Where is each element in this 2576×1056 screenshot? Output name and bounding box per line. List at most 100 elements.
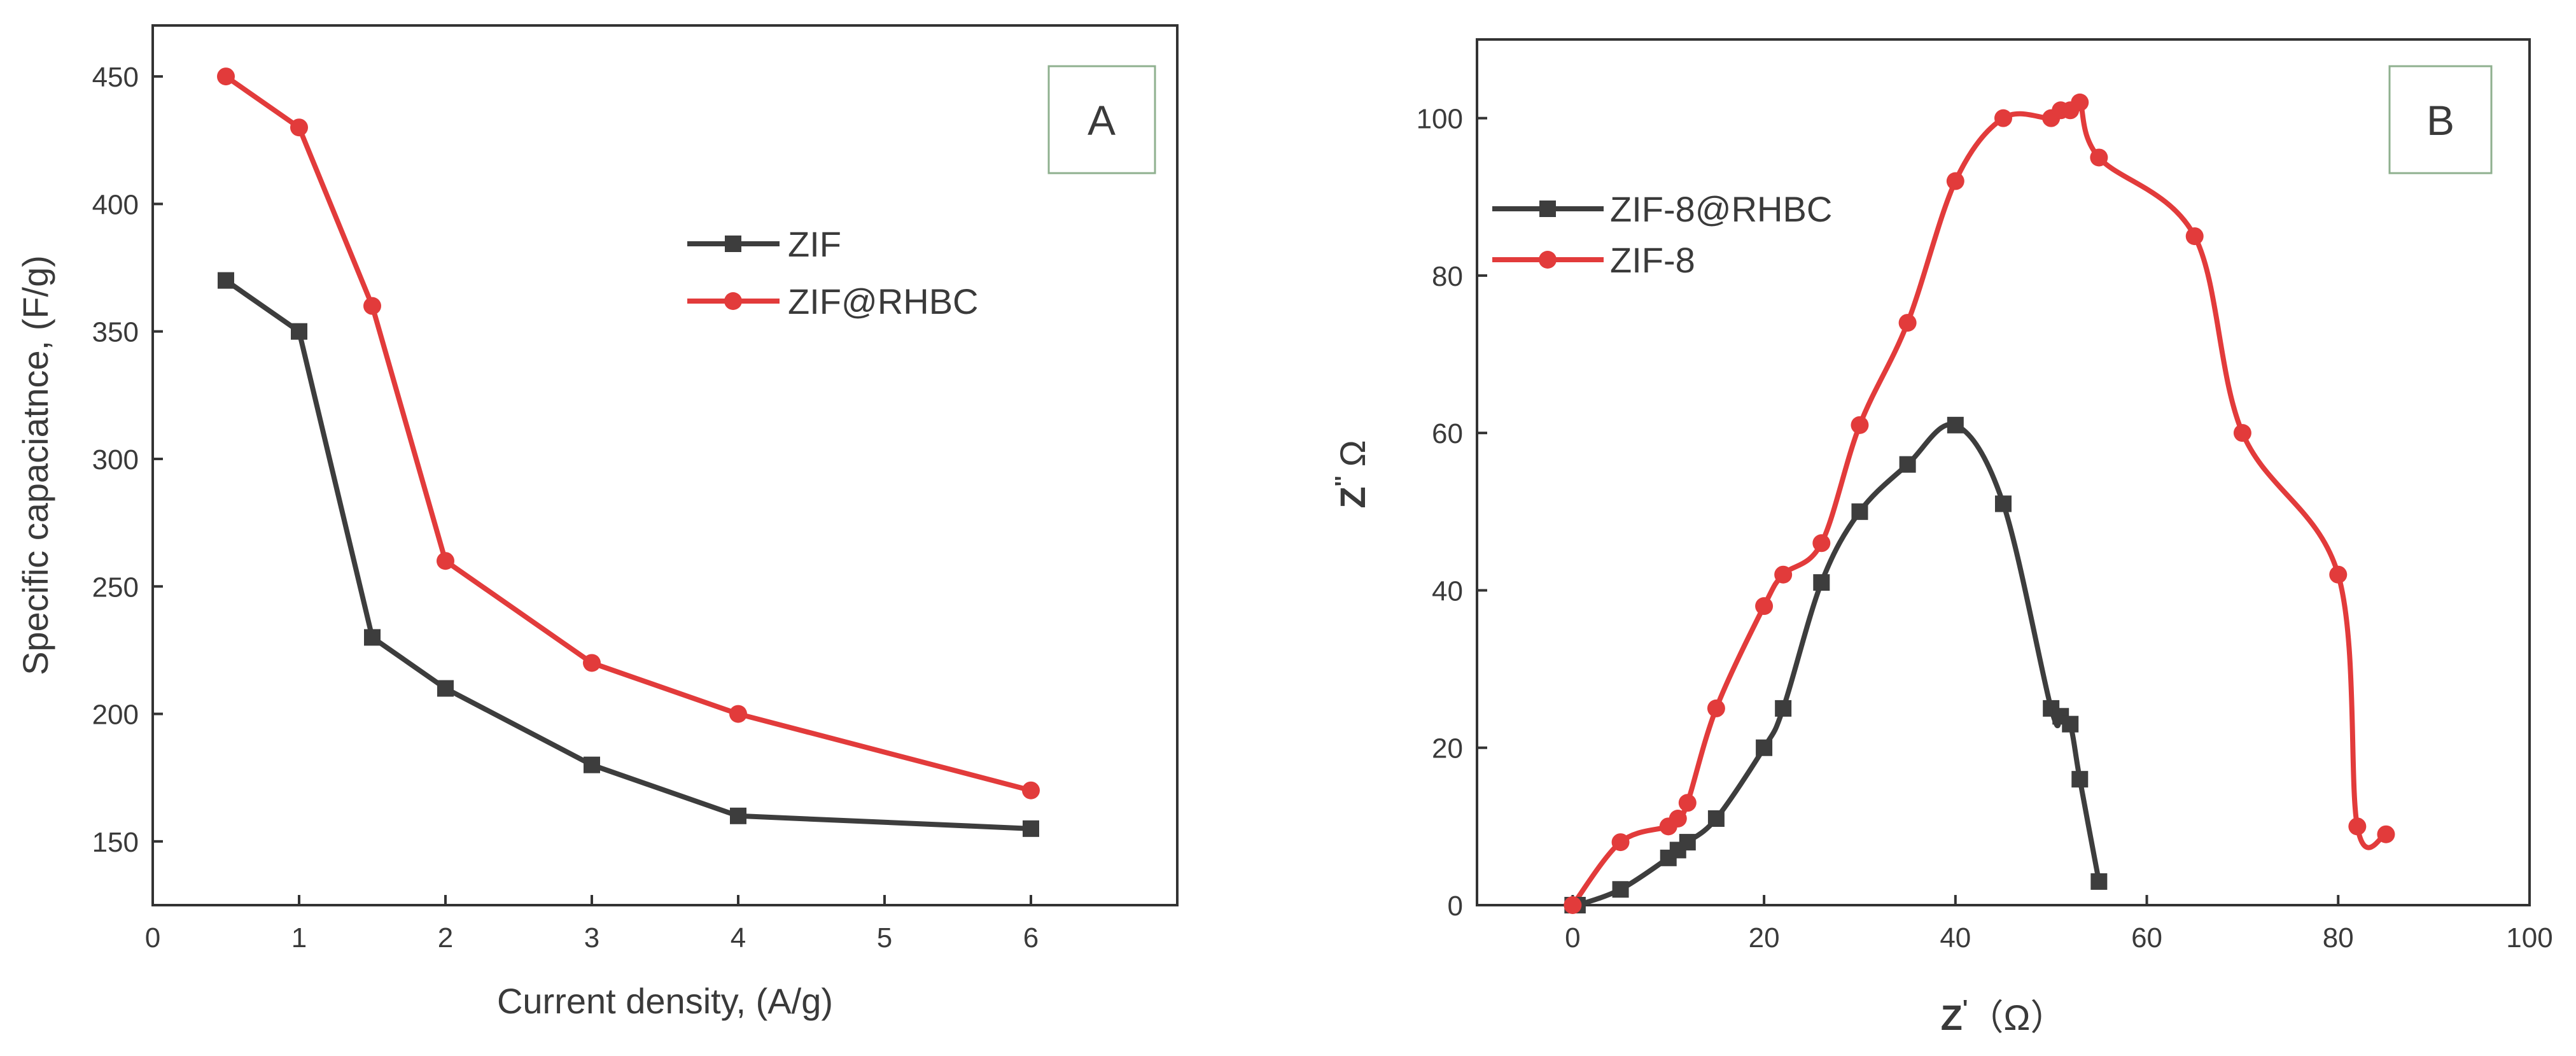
panel-b-x-tick-label: 20 bbox=[1749, 922, 1780, 954]
panel-a-line-zif-rhbc bbox=[224, 74, 1032, 793]
panel-b-point-zif-8 bbox=[1755, 597, 1774, 616]
panel-b-x-tick-label: 40 bbox=[1940, 922, 1971, 954]
panel-b-point-zif-8-rhbc bbox=[1813, 574, 1830, 591]
panel-b-point-zif-8-rhbc bbox=[1947, 416, 1964, 433]
panel-a-x-tick-label: 2 bbox=[438, 922, 453, 954]
panel-b-point-zif-8-rhbc bbox=[1775, 700, 1792, 717]
panel-b-point-zif-8-rhbc bbox=[1679, 834, 1696, 851]
panel-a-y-tick-label: 450 bbox=[92, 62, 139, 93]
panel-a-x-tick-label: 6 bbox=[1023, 922, 1039, 954]
panel-a-point-zif-rhbc bbox=[363, 297, 381, 315]
panel-b-point-zif-8-rhbc bbox=[1612, 881, 1629, 898]
panel-b-letter-box bbox=[2388, 65, 2493, 174]
panel-a-y-tick-label: 350 bbox=[92, 317, 139, 348]
panel-a-series-lines bbox=[224, 74, 1032, 831]
legend-b-zif8-marker bbox=[1539, 251, 1557, 269]
panel-a-y-axis-label: Specific capaciatnce, (F/g) bbox=[15, 255, 55, 675]
legend-b-zif8rhbc-marker bbox=[1539, 201, 1556, 217]
panel-b-point-zif-8 bbox=[1678, 794, 1697, 812]
panel-b-y-tick-label: 20 bbox=[1432, 733, 1463, 764]
panel-b-x-tick-label: 0 bbox=[1565, 922, 1580, 954]
panel-b-point-zif-8 bbox=[1898, 314, 1917, 332]
panel-b-x-axis-unit: （Ω） bbox=[1968, 997, 2066, 1038]
panel-b-axes: 0 20 40 60 80 100 0 20 40 60 80 100 bbox=[1417, 104, 2553, 954]
panel-b-point-zif-8 bbox=[2233, 424, 2251, 442]
panel-b-point-zif-8 bbox=[1812, 534, 1831, 553]
panel-b-point-zif-8 bbox=[1851, 416, 1869, 434]
panel-b-y-axis-prime: '' bbox=[1330, 475, 1356, 486]
panel-a-letter-box bbox=[1047, 65, 1156, 174]
panel-b-y-tick-label: 0 bbox=[1448, 891, 1463, 922]
panel-a-point-zif-rhbc bbox=[437, 552, 454, 570]
panel-a-x-axis-label: Current density, (A/g) bbox=[497, 981, 833, 1021]
panel-b-point-zif-8-rhbc bbox=[1851, 503, 1868, 520]
panel-a-point-zif bbox=[364, 629, 381, 646]
panel-b-point-zif-8-rhbc bbox=[1756, 739, 1773, 756]
panel-b-y-axis-unit: Ω bbox=[1333, 440, 1373, 467]
panel-a-point-zif-rhbc bbox=[217, 67, 235, 86]
panel-b-point-zif-8 bbox=[1994, 109, 2012, 127]
legend-a-zif-marker bbox=[725, 236, 741, 252]
panel-a-y-tick-label: 200 bbox=[92, 700, 139, 731]
panel-a-x-tick-label: 5 bbox=[877, 922, 892, 954]
panel-b-point-zif-8 bbox=[1611, 833, 1630, 852]
panel-a-point-zif-rhbc bbox=[729, 705, 747, 723]
panel-a-point-zif-rhbc bbox=[290, 118, 308, 137]
panel-b-point-zif-8 bbox=[1669, 810, 1687, 827]
panel-a-point-zif bbox=[730, 807, 746, 824]
panel-b-point-zif-8-rhbc bbox=[2071, 771, 2089, 788]
panel-a-chart: 0 1 2 3 4 5 6 150 200 250 300 350 400 450 A ZIF ZIF@R… bbox=[15, 24, 1179, 1021]
panel-a-point-zif bbox=[437, 680, 454, 697]
panel-b-point-zif-8 bbox=[2185, 227, 2204, 246]
panel-b-point-zif-8-rhbc bbox=[1899, 456, 1916, 473]
panel-a-letter: A bbox=[1088, 97, 1116, 144]
panel-b-chart: 0 20 40 60 80 100 0 20 40 60 80 100 B ZIF-8@RHBC ZI… bbox=[1330, 38, 2553, 1038]
panel-b-x-tick-label: 100 bbox=[2506, 922, 2552, 954]
legend-a-zifrhbc-label: ZIF@RHBC bbox=[788, 281, 979, 321]
panel-a-line-zif bbox=[224, 278, 1032, 831]
panel-a-axes: 0 1 2 3 4 5 6 150 200 250 300 350 400 450 bbox=[92, 62, 1039, 954]
panel-a-point-zif bbox=[584, 756, 600, 773]
panel-a-x-tick-label: 1 bbox=[291, 922, 307, 954]
panel-a-x-tick-label: 0 bbox=[145, 922, 160, 954]
legend-a-zif-label: ZIF bbox=[788, 224, 841, 264]
panel-a-y-tick-label: 150 bbox=[92, 827, 139, 858]
panel-b-point-zif-8-rhbc bbox=[2090, 873, 2108, 890]
panel-b-markers bbox=[1564, 93, 2395, 914]
panel-b-point-zif-8-rhbc bbox=[2062, 715, 2079, 733]
panel-b-x-axis-prime: ' bbox=[1963, 995, 1968, 1021]
panel-b-x-axis-label: Z'（Ω） bbox=[1941, 995, 2066, 1038]
panel-b-y-tick-label: 40 bbox=[1432, 575, 1463, 607]
panel-b-letter: B bbox=[2426, 97, 2454, 144]
panel-b-plot-frame bbox=[1476, 38, 2531, 906]
panel-a-x-tick-label: 4 bbox=[731, 922, 746, 954]
panel-b-line-zif-8 bbox=[1571, 97, 2387, 907]
panel-b-y-axis-symbol: Z bbox=[1333, 486, 1373, 508]
panel-b-point-zif-8 bbox=[2090, 148, 2108, 167]
panel-a-point-zif bbox=[291, 323, 307, 340]
panel-b-point-zif-8 bbox=[1946, 172, 1964, 190]
panel-a-point-zif-rhbc bbox=[1022, 781, 1040, 799]
panel-b-point-zif-8 bbox=[2377, 825, 2395, 843]
panel-a-point-zif bbox=[218, 272, 234, 289]
legend-b-zif8rhbc-label: ZIF-8@RHBC bbox=[1610, 189, 1832, 229]
panel-a-y-tick-label: 250 bbox=[92, 572, 139, 603]
panel-b-y-tick-label: 80 bbox=[1432, 261, 1463, 292]
panel-b-y-axis-label: Z'' Ω bbox=[1330, 440, 1373, 508]
legend-b-zif8-label: ZIF-8 bbox=[1610, 240, 1695, 280]
panel-a-markers bbox=[217, 67, 1040, 837]
panel-b-x-tick-label: 80 bbox=[2323, 922, 2354, 954]
panel-b-y-tick-label: 60 bbox=[1432, 418, 1463, 449]
panel-a-point-zif bbox=[1023, 820, 1039, 837]
panel-a-plot-frame bbox=[151, 24, 1179, 906]
panel-b-point-zif-8 bbox=[2329, 565, 2348, 584]
panel-b-point-zif-8 bbox=[1707, 699, 1725, 717]
panel-b-x-tick-label: 60 bbox=[2131, 922, 2162, 954]
panel-a-y-tick-label: 400 bbox=[92, 189, 139, 220]
panel-a-y-tick-label: 300 bbox=[92, 444, 139, 475]
panel-b-point-zif-8 bbox=[2071, 93, 2089, 111]
panel-b-point-zif-8-rhbc bbox=[1707, 810, 1725, 827]
panel-b-x-axis-symbol: Z bbox=[1941, 997, 1963, 1038]
panel-b-point-zif-8-rhbc bbox=[1995, 495, 2012, 512]
